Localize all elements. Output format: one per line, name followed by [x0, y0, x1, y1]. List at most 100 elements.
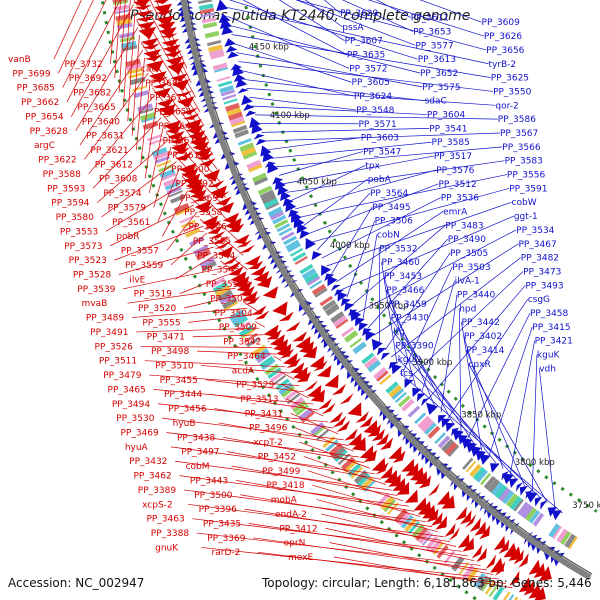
gene-label[interactable]: PP_3692 [69, 74, 107, 84]
gene-label[interactable]: PP_3390 [395, 341, 434, 351]
gene-label[interactable]: PP_3388 [151, 529, 190, 539]
gene-label[interactable]: PP_3491 [90, 328, 128, 338]
gene-label[interactable]: PP_3566 [502, 143, 541, 153]
gene-label[interactable]: PP_3539 [77, 285, 116, 295]
gene-label[interactable]: PP_3444 [164, 390, 203, 400]
gene-label[interactable]: PP_3612 [95, 160, 133, 170]
gene-label[interactable]: PP_3588 [43, 170, 82, 180]
gene-label[interactable]: PP_3628 [30, 127, 69, 137]
gene-label[interactable]: pssA [342, 23, 364, 33]
gene-label[interactable]: xcpS-2 [142, 500, 173, 510]
gene-label[interactable]: kguD [398, 355, 422, 365]
gene-label[interactable]: ltg [393, 327, 405, 337]
gene-label[interactable]: PP_3529 [236, 381, 275, 391]
gene-label[interactable]: cpxR [468, 360, 490, 370]
gene-label[interactable]: PP_3580 [56, 213, 95, 223]
gene-label[interactable]: PP_3412 [279, 524, 317, 534]
gene-label[interactable]: PP_3506 [375, 217, 414, 227]
gene-label[interactable]: PP_3463 [146, 515, 184, 525]
gene-label[interactable]: vanB [8, 55, 31, 65]
gene-label[interactable]: kguK [537, 351, 561, 361]
gene-label[interactable]: PP_3609 [482, 18, 521, 28]
gene-label[interactable]: PP_3575 [422, 83, 460, 93]
gene-label[interactable]: PP_3503 [452, 263, 490, 273]
gene-label[interactable]: PP_3561 [112, 218, 150, 228]
gene-label[interactable]: PP_3586 [498, 115, 537, 125]
gene-label[interactable]: PP_3689 [145, 79, 184, 89]
gene-label[interactable]: PP_3546 [188, 223, 227, 233]
gene-label[interactable]: PP_3548 [356, 106, 395, 116]
gene-label[interactable]: PP_3511 [99, 357, 137, 367]
gene-label[interactable]: PP_3675 [150, 93, 188, 103]
gene-label[interactable]: PP_3418 [266, 481, 305, 491]
gene-label[interactable]: PP_3459 [388, 300, 427, 310]
gene-label[interactable]: PP_3431 [245, 409, 283, 419]
gene-label[interactable]: PP_3499 [262, 467, 301, 477]
gene-label[interactable]: PP_3504 [214, 309, 253, 319]
gene-label[interactable]: PP_3493 [525, 281, 563, 291]
gene-label[interactable]: PP_3565 [193, 237, 231, 247]
gene-label[interactable]: PP_3564 [370, 189, 409, 199]
gene-label[interactable]: mvaB [82, 299, 108, 309]
gene-label[interactable]: PP_3651 [154, 108, 192, 118]
gene-label[interactable]: PP_3396 [199, 505, 238, 515]
gene-label[interactable]: PP_3550 [493, 87, 532, 97]
gene-label[interactable]: PP_3536 [441, 194, 480, 204]
gene-label[interactable]: PP_3732 [64, 60, 102, 70]
gene-label[interactable]: PP_3369 [207, 534, 246, 544]
gene-label[interactable]: PP_3567 [500, 129, 538, 139]
gene-label[interactable]: PP_3573 [64, 242, 102, 252]
gene-label[interactable]: PP_3517 [434, 152, 472, 162]
gene-label[interactable]: PP_3611 [411, 14, 449, 24]
gene-label[interactable]: emrA [443, 207, 468, 217]
gene-label[interactable]: PP_3494 [112, 400, 151, 410]
gene-label[interactable]: PP_3520 [138, 304, 177, 314]
gene-label[interactable]: mobA [271, 496, 298, 506]
gene-label[interactable]: PP_3545 [201, 266, 239, 276]
gene-label[interactable]: csgG [528, 295, 550, 305]
gene-label[interactable]: PP_3498 [151, 347, 190, 357]
gene-label[interactable]: PP_3523 [69, 256, 107, 266]
gene-label[interactable]: PP_3583 [505, 157, 543, 167]
gene-label[interactable]: PP_3512 [438, 180, 476, 190]
gene-label[interactable]: oprN [284, 539, 306, 549]
gene-label[interactable]: PP_3519 [134, 290, 173, 300]
gene-label[interactable]: PP_3544 [197, 251, 236, 261]
gene-label[interactable]: PP_3654 [25, 112, 64, 122]
gene-label[interactable]: cobN [377, 231, 400, 241]
gene-label[interactable]: ilvA-1 [455, 277, 480, 287]
gene-label[interactable]: PP_3510 [155, 361, 194, 371]
gene-label[interactable]: qor-2 [495, 101, 518, 111]
gene-label[interactable]: PP_3629 [340, 9, 379, 19]
gene-label[interactable]: PP_3483 [445, 221, 483, 231]
gene-label[interactable]: PP_3585 [432, 138, 470, 148]
gene-label[interactable]: PP_3462 [133, 472, 171, 482]
gene-label[interactable]: PP_3571 [358, 120, 396, 130]
gene-label[interactable]: PP_3592 [176, 180, 214, 190]
gene-label[interactable]: PP_3530 [116, 414, 155, 424]
gene-label[interactable]: PP_3528 [73, 270, 112, 280]
gene-label[interactable]: PP_3456 [168, 405, 207, 415]
gene-label[interactable]: PP_3505 [450, 249, 488, 259]
gene-label[interactable]: tpx [365, 161, 380, 171]
gene-label[interactable]: PP_3608 [99, 175, 138, 185]
gene-label[interactable]: PP_3432 [129, 457, 167, 467]
gene-label[interactable]: PP_3471 [147, 333, 185, 343]
gene-label[interactable]: cobM [186, 462, 210, 472]
gene-label[interactable]: PP_3455 [160, 376, 198, 386]
gene-label[interactable]: PP_3553 [60, 227, 98, 237]
gene-label[interactable]: PP_3600 [171, 165, 210, 175]
gene-label[interactable]: mexE [288, 553, 313, 563]
gene-label[interactable]: PP_3577 [415, 41, 453, 51]
gene-label[interactable]: PP_3500 [194, 491, 233, 501]
gene-label[interactable]: gnuK [155, 543, 179, 553]
gene-label[interactable]: PP_3495 [372, 203, 410, 213]
gene-label[interactable]: PP_3591 [509, 184, 547, 194]
gene-label[interactable]: catR [141, 65, 161, 75]
gene-label[interactable]: PP_3682 [73, 89, 111, 99]
gene-label[interactable]: argC [34, 141, 55, 151]
gene-label[interactable]: PP_3640 [82, 117, 121, 127]
gene-label[interactable]: PP_3626 [484, 32, 523, 42]
gene-label[interactable]: hpd [459, 304, 476, 314]
gene-label[interactable]: PP_3662 [21, 98, 59, 108]
